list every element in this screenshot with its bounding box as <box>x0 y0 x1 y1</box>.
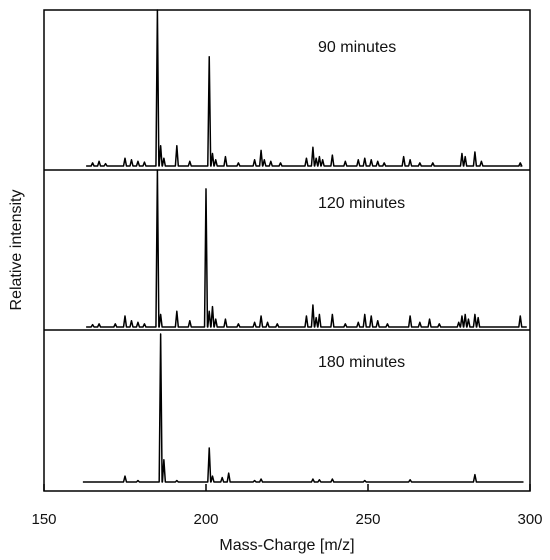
x-axis-title: Mass-Charge [m/z] <box>219 537 354 554</box>
panel-label-2: 120 minutes <box>318 195 405 212</box>
x-axis: 150 200 250 300 <box>31 484 543 528</box>
spectrum-line-2 <box>86 169 527 328</box>
plot-frame <box>43 9 531 492</box>
panel-label-3: 180 minutes <box>318 354 405 371</box>
x-tick-label: 250 <box>355 511 380 528</box>
x-tick-label: 300 <box>517 511 542 528</box>
spectrum-line-1 <box>86 9 523 167</box>
plot-area <box>43 9 531 492</box>
panel-labels: 90 minutes 120 minutes 180 minutes <box>318 39 405 371</box>
y-axis-title: Relative intensity <box>8 190 25 311</box>
panel-label-1: 90 minutes <box>318 39 396 56</box>
x-tick-label: 150 <box>31 511 56 528</box>
x-tick-label: 200 <box>193 511 218 528</box>
spectrum-line-3 <box>82 333 524 483</box>
spectra <box>82 9 527 483</box>
